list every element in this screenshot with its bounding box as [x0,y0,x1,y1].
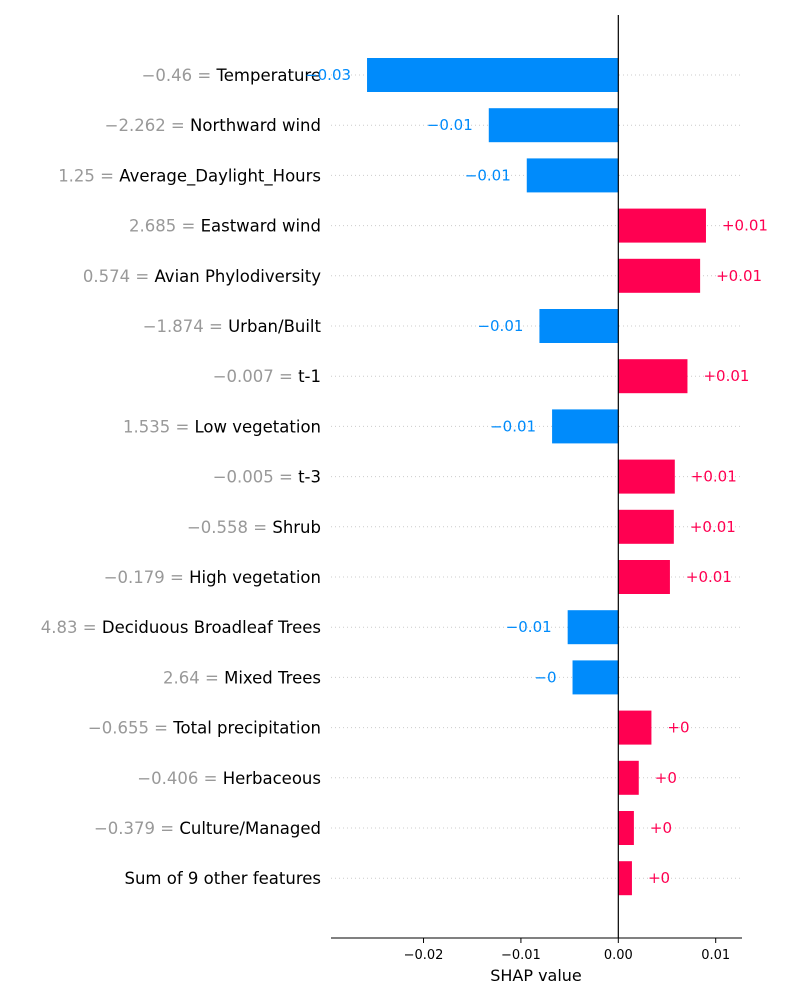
feature-label: −0.655 = Total precipitation [88,719,321,738]
feature-name: Urban/Built [228,317,321,336]
feature-name: Shrub [272,518,321,537]
shap-bar [618,258,701,293]
feature-value: 2.64 = [163,668,224,687]
shap-bar [572,660,619,695]
feature-label: 2.64 = Mixed Trees [163,668,321,687]
shap-bar [552,409,619,444]
feature-label: −0.007 = t-1 [213,367,321,386]
shap-bar [618,208,706,243]
shap-value-label: +0 [667,719,689,737]
feature-name: Temperature [215,66,321,85]
shap-value-label: +0 [655,769,677,787]
shap-bar [526,158,619,193]
shap-bar [618,760,639,795]
feature-name: Eastward wind [201,217,321,236]
feature-value: −0.406 = [137,769,222,788]
feature-label: 1.535 = Low vegetation [123,417,321,436]
x-tick-label: 0.00 [604,948,633,963]
shap-bar [618,861,632,896]
shap-bar [488,108,619,143]
shap-value-label: +0 [650,819,672,837]
x-tick-label: 0.01 [701,948,730,963]
shap-value-label: +0.01 [686,568,732,586]
feature-value: −0.005 = [213,468,298,487]
feature-name: Total precipitation [172,719,321,738]
shap-value-label: +0.01 [703,367,749,385]
shap-value-label: +0.01 [690,518,736,536]
shap-bar [618,509,674,544]
bars: −0.03 −0.01 −0.01 +0.01 +0.01 −0.01 +0.01 −0.01… [305,58,768,896]
feature-name: Culture/Managed [179,819,321,838]
feature-label: −2.262 = Northward wind [105,116,321,135]
feature-label: −0.558 = Shrub [187,518,321,537]
feature-value: −0.655 = [88,719,173,738]
shap-value-label: −0.01 [427,116,473,134]
feature-value: 4.83 = [41,618,102,637]
feature-label: 2.685 = Eastward wind [129,217,321,236]
feature-name: Herbaceous [223,769,321,788]
feature-name: Low vegetation [195,417,321,436]
feature-name: t-3 [298,468,321,487]
feature-name: Deciduous Broadleaf Trees [102,618,321,637]
shap-value-label: +0.01 [722,217,768,235]
feature-name: Northward wind [190,116,321,135]
feature-label: 0.574 = Avian Phylodiversity [83,267,321,286]
feature-label: Sum of 9 other features [124,869,321,888]
feature-label: −0.406 = Herbaceous [137,769,321,788]
feature-name: High vegetation [189,568,321,587]
feature-label: −0.005 = t-3 [213,468,321,487]
feature-value: −2.262 = [105,116,190,135]
feature-name: Mixed Trees [224,668,321,687]
feature-label: −0.179 = High vegetation [104,568,321,587]
shap-value-label: +0.01 [716,267,762,285]
shap-value-label: +0 [648,869,670,887]
x-tick-label: −0.02 [404,948,444,963]
feature-value: −0.558 = [187,518,272,537]
shap-bar [567,610,619,645]
shap-bar [618,710,652,745]
feature-label: −0.379 = Culture/Managed [94,819,321,838]
shap-bar [618,811,634,845]
feature-value: 1.535 = [123,417,195,436]
shap-value-label: −0.01 [506,618,552,636]
shap-bar [618,459,675,494]
feature-value: −0.179 = [104,568,189,587]
feature-name: t-1 [298,367,321,386]
shap-value-label: −0 [534,668,556,686]
feature-label: 4.83 = Deciduous Broadleaf Trees [41,618,321,637]
feature-label: −0.46 = Temperature [142,66,321,85]
feature-value: −1.874 = [143,317,228,336]
feature-label: 1.25 = Average_Daylight_Hours [58,166,321,186]
feature-rows: −0.46 = Temperature −2.262 = Northward wi… [41,66,742,888]
feature-value: −0.007 = [213,367,298,386]
shap-bar [618,359,688,394]
shap-value-label: −0.03 [305,66,351,84]
shap-value-label: −0.01 [490,417,536,435]
x-tick-label: −0.01 [501,948,541,963]
feature-value: −0.379 = [94,819,179,838]
feature-value: 1.25 = [58,166,119,185]
feature-label: −1.874 = Urban/Built [143,317,322,336]
shap-value-label: −0.01 [477,317,523,335]
shap-bar [618,560,670,594]
feature-name: Average_Daylight_Hours [119,166,321,186]
feature-value: 0.574 = [83,267,155,286]
shap-bar [367,58,619,92]
shap-value-label: +0.01 [691,468,737,486]
shap-bar [539,309,619,343]
feature-name: Sum of 9 other features [124,869,321,888]
feature-name: Avian Phylodiversity [154,267,321,286]
shap-value-label: −0.01 [465,166,511,184]
x-axis-label: SHAP value [490,966,582,985]
x-axis: −0.02 −0.01 0.00 0.01 [331,937,742,963]
feature-value: 2.685 = [129,217,201,236]
feature-value: −0.46 = [142,66,217,85]
